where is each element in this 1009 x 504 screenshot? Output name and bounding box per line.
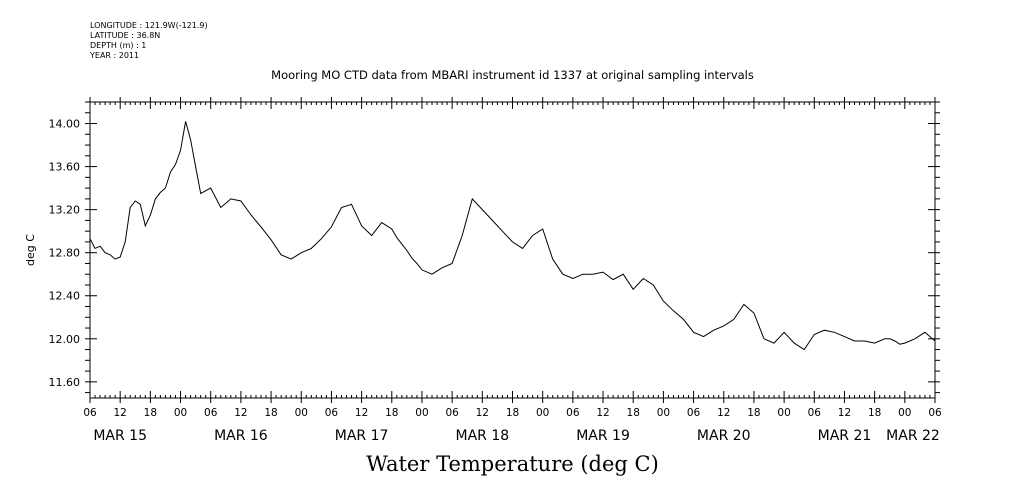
x-tick-labels: 06 12 18 00 06 12 18 00 06 12 18 00 06 12 18 00 06 12 18 00…: [83, 407, 942, 444]
x-hour-tick-label: 06: [808, 407, 822, 419]
axis-ticks: [85, 97, 940, 403]
x-hour-tick-label: 00: [536, 407, 549, 419]
x-hour-tick-label: 06: [325, 407, 339, 419]
y-tick-label: 13.20: [49, 204, 81, 217]
x-hour-tick-label: 06: [928, 407, 942, 419]
x-day-label: MAR 17: [335, 428, 389, 444]
x-axis-label: Water Temperature (deg C): [366, 452, 659, 476]
y-tick-label: 12.00: [49, 333, 81, 346]
x-hour-tick-label: 18: [747, 407, 760, 419]
x-day-label: MAR 16: [214, 428, 268, 444]
x-hour-tick-label: 06: [687, 407, 701, 419]
x-hour-tick-label: 12: [234, 407, 247, 419]
x-hour-tick-label: 12: [476, 407, 489, 419]
x-hour-tick-label: 12: [717, 407, 730, 419]
x-day-label: MAR 22: [886, 428, 940, 444]
x-hour-tick-label: 00: [657, 407, 670, 419]
x-hour-tick-label: 00: [174, 407, 187, 419]
year-label: YEAR : 2011: [90, 51, 140, 60]
y-axis-label: deg C: [24, 234, 37, 266]
x-hour-tick-label: 18: [264, 407, 277, 419]
x-hour-tick-label: 18: [506, 407, 519, 419]
longitude-label: LONGITUDE : 121.9W(-121.9): [90, 21, 208, 30]
x-hour-tick-label: 18: [627, 407, 640, 419]
latitude-label: LATITUDE : 36.8N: [90, 31, 161, 40]
x-day-label: MAR 20: [697, 428, 751, 444]
y-tick-label: 12.80: [49, 247, 81, 260]
x-hour-tick-label: 18: [868, 407, 881, 419]
x-day-label: MAR 18: [455, 428, 509, 444]
y-tick-label: 14.00: [49, 118, 81, 131]
x-hour-tick-label: 00: [777, 407, 790, 419]
x-day-label: MAR 15: [93, 428, 147, 444]
x-day-label: MAR 21: [818, 428, 872, 444]
x-hour-tick-label: 18: [385, 407, 398, 419]
x-day-label: MAR 19: [576, 428, 630, 444]
chart-title: Mooring MO CTD data from MBARI instrumen…: [271, 68, 754, 82]
y-tick-label: 13.60: [49, 161, 81, 174]
y-tick-labels: 11.60 12.00 12.40 12.80 13.20 13.60 14.00: [49, 118, 81, 389]
x-hour-tick-label: 00: [295, 407, 308, 419]
x-hour-tick-label: 00: [415, 407, 428, 419]
x-hour-tick-label: 12: [113, 407, 126, 419]
x-hour-tick-label: 06: [566, 407, 580, 419]
x-hour-tick-label: 06: [204, 407, 218, 419]
series-line-water-temperature: [89, 121, 936, 351]
x-hour-tick-label: 12: [596, 407, 609, 419]
y-tick-label: 11.60: [49, 376, 81, 389]
x-hour-tick-label: 12: [355, 407, 368, 419]
x-hour-tick-label: 12: [838, 407, 851, 419]
y-tick-label: 12.40: [49, 290, 81, 303]
depth-label: DEPTH (m) : 1: [90, 41, 147, 50]
x-hour-tick-label: 18: [144, 407, 157, 419]
plot-frame: [89, 101, 936, 399]
x-hour-tick-label: 06: [445, 407, 459, 419]
x-hour-tick-label: 00: [898, 407, 911, 419]
x-hour-tick-label: 06: [83, 407, 97, 419]
station-metadata: LONGITUDE : 121.9W(-121.9) LATITUDE : 36…: [90, 21, 208, 61]
